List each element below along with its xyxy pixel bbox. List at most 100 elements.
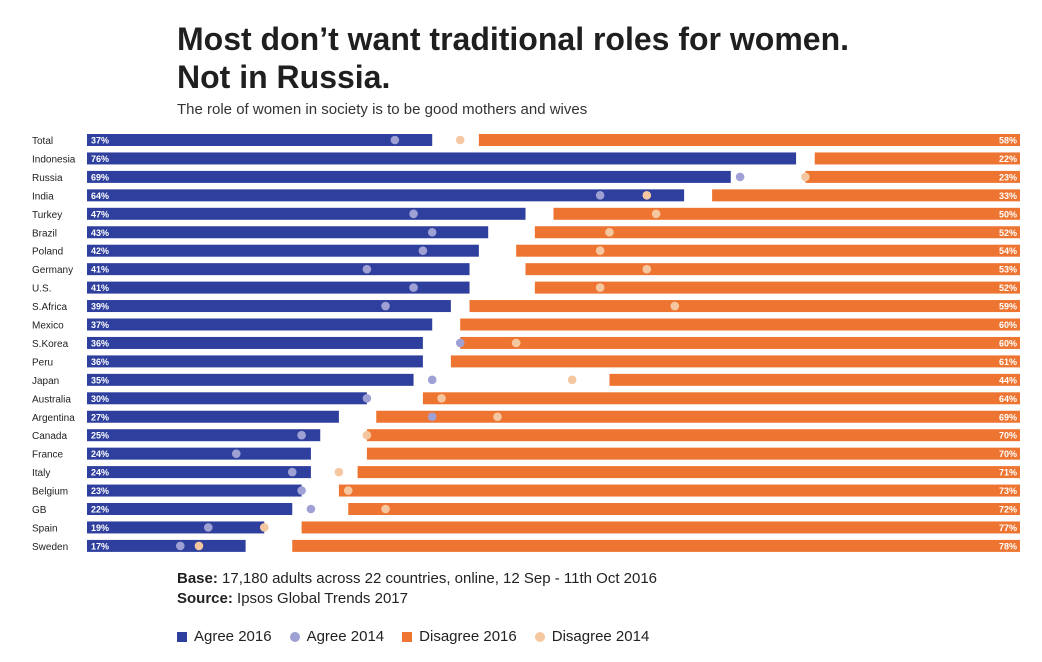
dot-agree-2014 (231, 449, 241, 458)
bar-disagree-2016 (609, 373, 1020, 386)
data-label-disagree-2016: 60% (999, 320, 1017, 330)
dot-agree-2014 (287, 467, 297, 477)
dot-disagree-2014 (567, 375, 577, 385)
data-label-agree-2016: 36% (91, 338, 109, 348)
dot-agree-2014 (409, 283, 418, 292)
data-label-disagree-2016: 33% (999, 191, 1017, 201)
dot-disagree-2014 (334, 467, 344, 477)
dot-disagree-2014 (437, 394, 446, 403)
bar-disagree-2016 (376, 410, 1021, 423)
data-label-disagree-2016: 61% (999, 357, 1017, 367)
data-label-disagree-2016: 54% (999, 246, 1017, 256)
bar-agree-2016 (87, 484, 302, 497)
legend-swatch-disagree-2014 (534, 631, 545, 642)
data-label-agree-2016: 22% (91, 505, 109, 515)
bar-agree-2016 (87, 207, 526, 220)
data-label-agree-2016: 47% (91, 209, 109, 219)
dot-disagree-2014 (642, 264, 652, 274)
data-label-agree-2016: 30% (91, 394, 109, 404)
dot-disagree-2014 (605, 227, 614, 237)
dot-agree-2014 (595, 191, 605, 200)
category-label: Turkey (32, 210, 62, 221)
dot-agree-2014 (362, 394, 372, 403)
bar-agree-2016 (87, 466, 311, 479)
bar-agree-2016 (87, 373, 414, 386)
title-line-1: Most don’t want traditional roles for wo… (177, 21, 850, 57)
data-label-disagree-2016: 70% (999, 431, 1017, 441)
bar-disagree-2016 (814, 152, 1020, 165)
bar-agree-2016 (87, 263, 470, 276)
dot-agree-2014 (409, 209, 418, 219)
category-label: S.Korea (32, 339, 69, 350)
bar-disagree-2016 (366, 429, 1020, 442)
bar-disagree-2016 (292, 539, 1020, 552)
data-label-agree-2016: 76% (91, 154, 109, 164)
category-label: Belgium (32, 487, 68, 498)
data-label-agree-2016: 37% (91, 136, 109, 146)
data-label-disagree-2016: 50% (999, 209, 1017, 219)
bar-agree-2016 (87, 318, 433, 331)
data-label-disagree-2016: 52% (999, 228, 1017, 238)
legend-label-agree-2014: Agree 2014 (306, 628, 385, 645)
category-label: S.Africa (32, 302, 67, 313)
category-label: Germany (32, 265, 73, 276)
data-label-agree-2016: 42% (91, 246, 109, 256)
category-label: Peru (32, 357, 53, 368)
dot-disagree-2014 (595, 283, 605, 292)
legend-item-disagree-2016: Disagree 2016 (402, 628, 517, 645)
bar-agree-2016 (87, 392, 367, 405)
bar-agree-2016 (87, 226, 489, 239)
data-label-agree-2016: 43% (91, 228, 109, 238)
data-label-disagree-2016: 52% (999, 283, 1017, 293)
bar-disagree-2016 (525, 263, 1020, 276)
dot-agree-2014 (362, 264, 372, 274)
data-label-disagree-2016: 60% (999, 338, 1017, 348)
dot-disagree-2014 (259, 523, 269, 532)
dot-disagree-2014 (194, 541, 204, 551)
bar-disagree-2016 (301, 521, 1021, 534)
bar-agree-2016 (87, 355, 423, 368)
dot-agree-2014 (418, 246, 428, 255)
legend-swatch-disagree-2016 (402, 631, 413, 642)
bar-agree-2016 (87, 300, 451, 313)
legend-swatch-agree-2014 (289, 631, 300, 642)
category-label: France (32, 450, 64, 461)
data-label-disagree-2016: 58% (999, 136, 1017, 146)
base-label: Base: (177, 570, 218, 587)
data-label-agree-2016: 39% (91, 302, 109, 312)
data-label-agree-2016: 41% (91, 283, 109, 293)
category-label: Russia (32, 173, 63, 184)
bar-disagree-2016 (553, 207, 1020, 220)
category-label: Spain (32, 523, 58, 534)
data-label-disagree-2016: 22% (999, 154, 1017, 164)
base-note: Base: 17,180 adults across 22 countries,… (177, 570, 657, 587)
category-label: Argentina (32, 413, 75, 424)
data-label-disagree-2016: 23% (999, 172, 1017, 182)
data-label-agree-2016: 35% (91, 375, 109, 385)
bar-agree-2016 (87, 503, 293, 515)
bar-disagree-2016 (348, 503, 1020, 515)
bar-disagree-2016 (338, 484, 1020, 497)
category-label: Brazil (32, 228, 57, 239)
chart-subtitle: The role of women in society is to be go… (177, 101, 588, 118)
bar-agree-2016 (87, 410, 339, 423)
bar-disagree-2016 (534, 281, 1020, 294)
dot-disagree-2014 (455, 135, 465, 145)
category-label: Total (32, 136, 53, 147)
dot-agree-2014 (297, 430, 306, 440)
data-label-disagree-2016: 69% (999, 412, 1017, 422)
category-label: Poland (32, 247, 63, 258)
dot-agree-2014 (735, 172, 745, 182)
bar-disagree-2016 (450, 355, 1020, 368)
dot-disagree-2014 (670, 301, 680, 311)
source-note: Source: Ipsos Global Trends 2017 (177, 590, 408, 607)
bar-disagree-2016 (469, 300, 1020, 313)
data-label-agree-2016: 25% (91, 431, 109, 441)
category-label: India (32, 191, 54, 202)
bar-disagree-2016 (366, 447, 1020, 460)
category-label: Australia (32, 394, 71, 405)
dot-agree-2014 (297, 486, 306, 495)
category-label: Japan (32, 376, 59, 387)
dot-disagree-2014 (362, 430, 372, 440)
dot-disagree-2014 (651, 209, 661, 219)
